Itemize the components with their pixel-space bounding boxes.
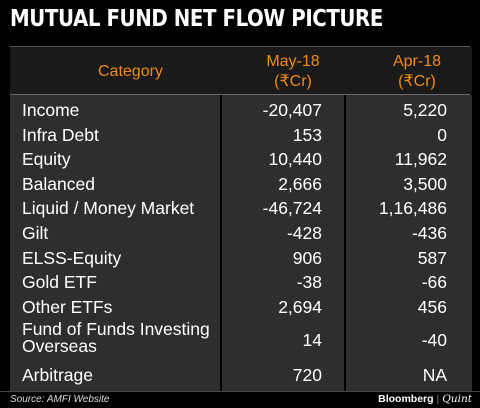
row-apr-value: 1,16,486 bbox=[378, 198, 447, 219]
row-may-value: 720 bbox=[292, 365, 322, 385]
row-category: Balanced bbox=[22, 173, 95, 194]
table-row: Balanced 2,666 3,500 bbox=[10, 171, 472, 196]
table-row: Infra Debt 153 0 bbox=[10, 122, 472, 147]
row-apr-value: 587 bbox=[417, 247, 447, 268]
row-category-line2: Overseas bbox=[22, 336, 97, 356]
table-row: Liquid / Money Market -46,724 1,16,486 bbox=[10, 195, 472, 220]
row-category: Arbitrage bbox=[22, 365, 94, 385]
row-apr-value: 0 bbox=[437, 124, 447, 145]
apr-column-bg bbox=[346, 95, 472, 391]
row-may-value: 153 bbox=[292, 124, 322, 145]
row-apr-value: 456 bbox=[417, 296, 447, 317]
title-divider bbox=[10, 46, 470, 47]
table-row: Equity 10,440 11,962 bbox=[10, 146, 472, 171]
header-apr-18-label: Apr-18 bbox=[392, 53, 442, 70]
header-may-18-unit: (₹Cr) bbox=[274, 73, 312, 90]
row-category: Liquid / Money Market bbox=[22, 198, 195, 219]
table-row: Gold ETF -38 -66 bbox=[10, 269, 472, 294]
row-category: Fund of Funds Investing Overseas bbox=[22, 319, 210, 356]
row-apr-value: -436 bbox=[411, 223, 447, 243]
row-apr-value: 11,962 bbox=[394, 149, 447, 170]
row-may-value: 2,666 bbox=[278, 173, 322, 194]
row-may-value: -428 bbox=[286, 223, 322, 243]
brand-quint: Quint bbox=[442, 393, 472, 405]
footer-divider bbox=[0, 391, 480, 392]
page-title: MUTUAL FUND NET FLOW PICTURE bbox=[10, 6, 383, 32]
table-row: Other ETFs 2,694 456 bbox=[10, 294, 472, 319]
row-apr-value: 5,220 bbox=[403, 100, 447, 120]
row-apr-value: -40 bbox=[421, 330, 447, 350]
row-category: Infra Debt bbox=[22, 124, 99, 145]
row-category: Other ETFs bbox=[22, 296, 113, 317]
header-may-18-label: May-18 bbox=[266, 53, 320, 70]
row-category: Income bbox=[22, 100, 80, 120]
row-may-value: 2,694 bbox=[278, 296, 322, 317]
row-may-value: 906 bbox=[292, 247, 322, 268]
brand-separator: | bbox=[436, 393, 440, 405]
row-category: Equity bbox=[22, 149, 71, 170]
row-may-value: -20,407 bbox=[262, 100, 322, 120]
row-category: Gold ETF bbox=[22, 272, 97, 293]
row-apr-value: NA bbox=[422, 365, 447, 385]
table-row: ELSS-Equity 906 587 bbox=[10, 245, 472, 270]
category-column-bg bbox=[10, 95, 220, 391]
row-may-value: 14 bbox=[302, 330, 322, 350]
header-divider bbox=[10, 94, 470, 95]
table-row: Gilt -428 -436 bbox=[10, 220, 472, 245]
header-may-18: May-18 (₹Cr) bbox=[231, 52, 355, 92]
source-note: Source: AMFI Website bbox=[10, 394, 110, 405]
row-may-value: -46,724 bbox=[262, 198, 322, 219]
row-may-value: -38 bbox=[296, 272, 322, 293]
table-row: Income -20,407 5,220 bbox=[10, 97, 472, 122]
header-category: Category bbox=[98, 63, 163, 80]
may-column-bg bbox=[222, 95, 344, 391]
header-apr-18: Apr-18 (₹Cr) bbox=[355, 52, 479, 92]
row-category: Gilt bbox=[22, 223, 49, 243]
table-row: Fund of Funds Investing Overseas 14 -40 bbox=[10, 320, 472, 358]
brand-logo: Bloomberg | Quint bbox=[378, 393, 472, 405]
table-header: Category May-18 (₹Cr) Apr-18 (₹Cr) bbox=[10, 47, 472, 94]
row-apr-value: -66 bbox=[421, 272, 447, 293]
row-category-line1: Fund of Funds Investing bbox=[22, 319, 210, 339]
header-apr-18-unit: (₹Cr) bbox=[398, 73, 436, 90]
row-category: ELSS-Equity bbox=[22, 247, 122, 268]
row-apr-value: 3,500 bbox=[403, 173, 447, 194]
table-row: Arbitrage 720 NA bbox=[10, 362, 472, 387]
row-may-value: 10,440 bbox=[268, 149, 322, 170]
brand-bloomberg: Bloomberg bbox=[378, 393, 434, 405]
